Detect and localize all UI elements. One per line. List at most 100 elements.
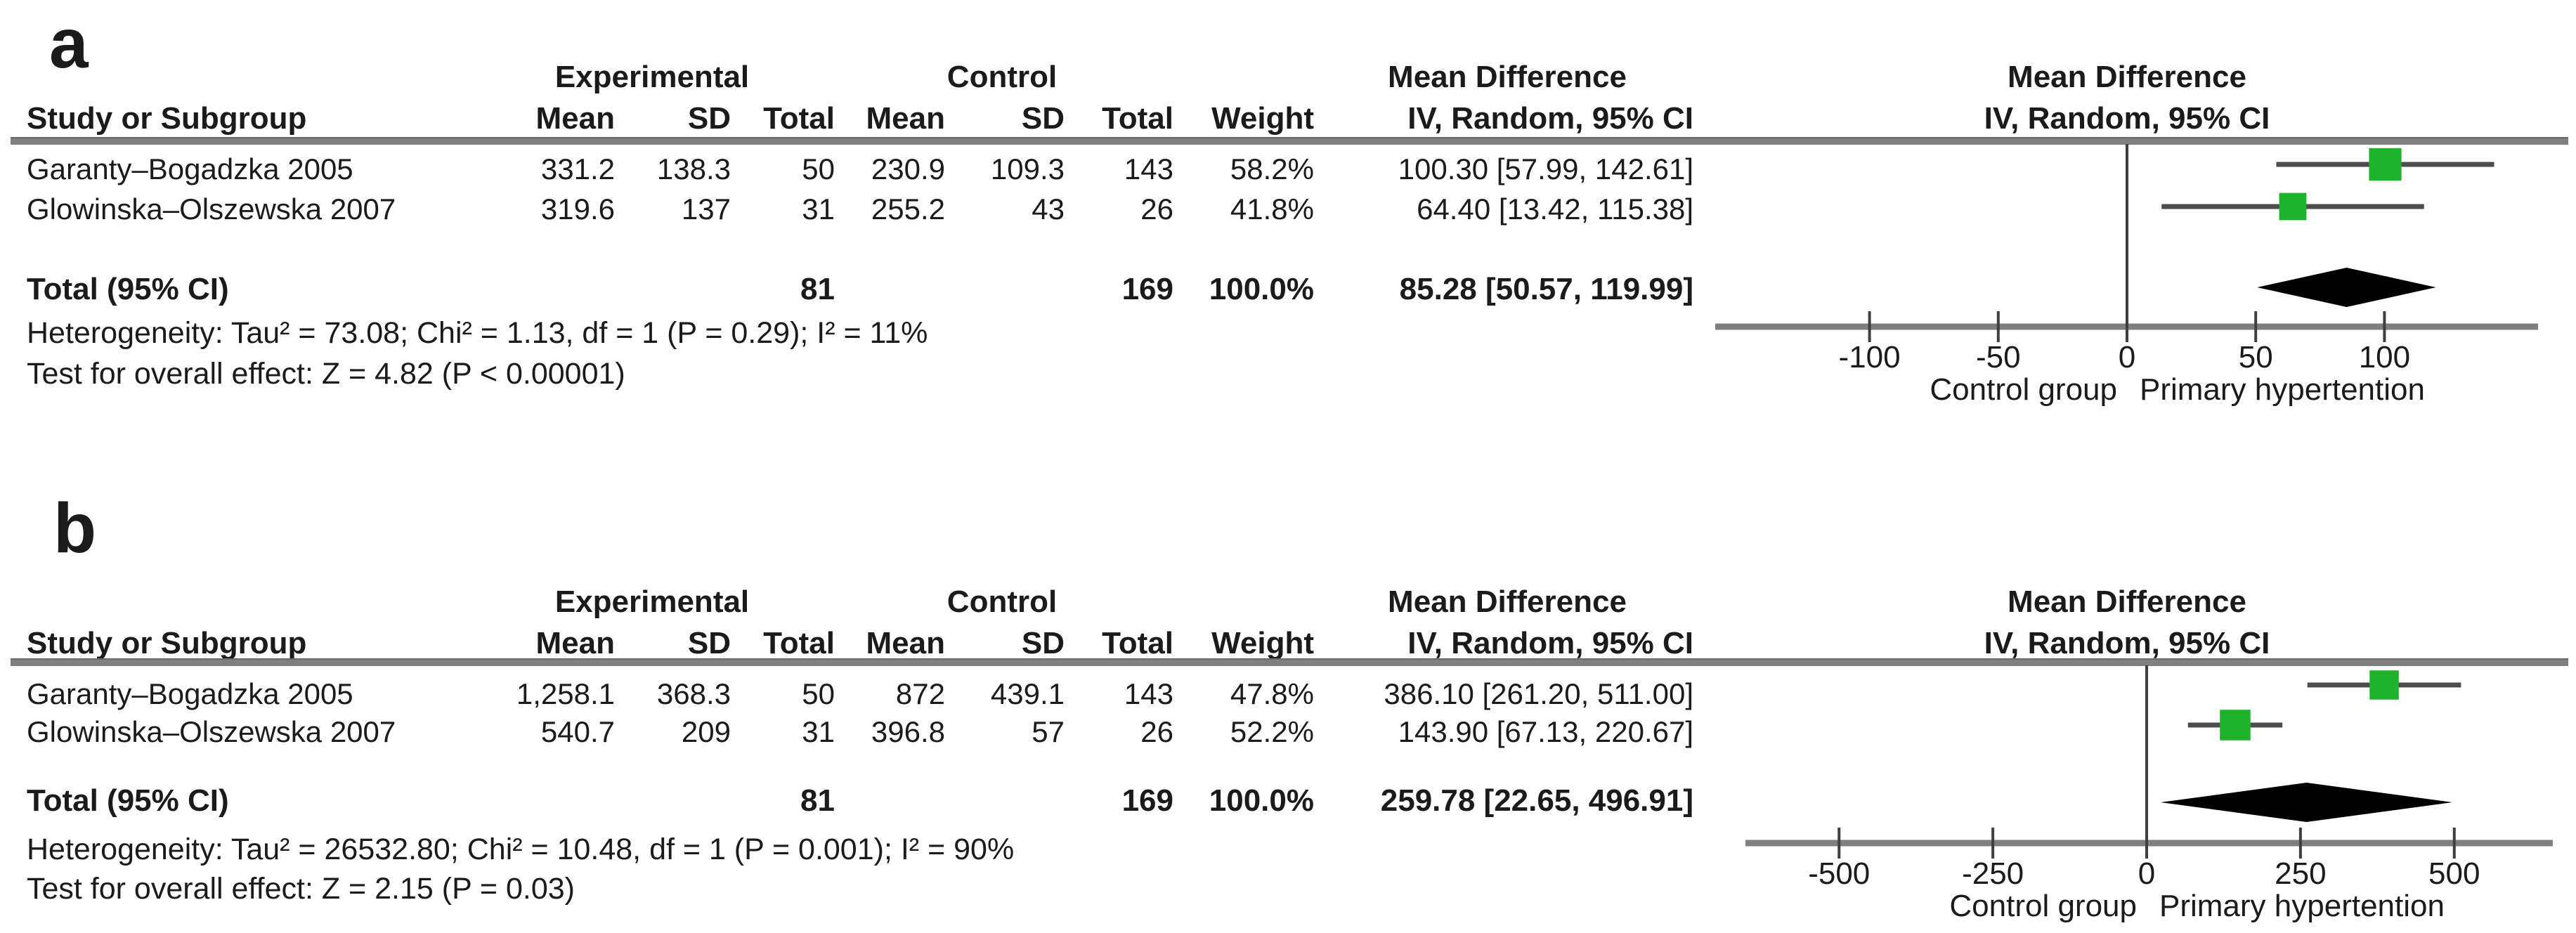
weight-column-header: Weight — [1211, 101, 1314, 136]
ctl-mean-value: 255.2 — [871, 193, 945, 226]
forest-iv-header: IV, Random, 95% CI — [1984, 101, 2270, 136]
heterogeneity-line: Heterogeneity: Tau² = 26532.80; Chi² = 1… — [27, 833, 1015, 866]
exp-sd-column-header: SD — [687, 101, 731, 136]
md-ci-value: 143.90 [67.13, 220.67] — [1398, 715, 1693, 748]
exp-sd-value: 138.3 — [656, 152, 731, 185]
total-ctl-total: 169 — [1121, 783, 1173, 818]
ctl-total-value: 143 — [1124, 677, 1173, 710]
exp-mean-column-header: Mean — [535, 101, 615, 136]
heterogeneity-line: Heterogeneity: Tau² = 73.08; Chi² = 1.13… — [27, 316, 928, 350]
exp-sd-value: 368.3 — [656, 677, 731, 710]
experimental-group-header: Experimental — [554, 585, 750, 619]
overall-effect-line: Test for overall effect: Z = 2.15 (P = 0… — [27, 872, 575, 906]
control-group-header: Control — [947, 60, 1058, 94]
overall-diamond — [2160, 783, 2453, 822]
iv-column-header: IV, Random, 95% CI — [1407, 626, 1693, 660]
exp-sd-column-header: SD — [687, 626, 731, 660]
total-weight: 100.0% — [1209, 783, 1314, 818]
weight-column-header: Weight — [1211, 626, 1314, 660]
exp-mean-value: 1,258.1 — [516, 677, 615, 710]
ctl-sd-value: 43 — [1032, 193, 1065, 226]
forest-panel-a: -100 -50 0 50 100 Control group Primary hypert… — [1715, 144, 2538, 407]
total-exp-total: 81 — [800, 272, 835, 306]
header-divider — [11, 658, 2568, 666]
study-column-header: Study or Subgroup — [27, 101, 307, 136]
study-name: Glowinska–Olszewska 2007 — [27, 193, 396, 226]
overall-diamond — [2257, 268, 2436, 307]
tick-label: 250 — [2275, 856, 2326, 891]
ctl-mean-column-header: Mean — [866, 101, 945, 136]
tick-label: 100 — [2359, 340, 2410, 374]
ctl-sd-value: 439.1 — [990, 677, 1065, 710]
ctl-sd-value: 109.3 — [990, 152, 1065, 185]
experimental-group-header: Experimental — [554, 60, 750, 94]
ctl-mean-value: 230.9 — [871, 152, 945, 185]
ctl-total-value: 26 — [1140, 715, 1173, 748]
ctl-sd-value: 57 — [1032, 715, 1065, 748]
md-ci-value: 100.30 [57.99, 142.61] — [1398, 152, 1693, 185]
total-md-ci: 85.28 [50.57, 119.99] — [1399, 272, 1693, 306]
effect-marker — [2220, 710, 2251, 740]
exp-mean-value: 331.2 — [540, 152, 615, 185]
ctl-sd-column-header: SD — [1021, 626, 1065, 660]
exp-mean-column-header: Mean — [535, 626, 615, 660]
forest-mean-difference-header: Mean Difference — [2008, 585, 2246, 619]
favours-right-label: Primary hypertention — [2140, 372, 2425, 407]
ctl-sd-column-header: SD — [1021, 101, 1065, 136]
tick-label: 0 — [2138, 856, 2155, 891]
exp-sd-value: 137 — [681, 193, 731, 226]
tick-label: 500 — [2428, 856, 2480, 891]
mean-difference-header: Mean Difference — [1388, 585, 1627, 619]
weight-value: 41.8% — [1230, 193, 1314, 226]
forest-iv-header: IV, Random, 95% CI — [1984, 626, 2270, 660]
total-ctl-total: 169 — [1121, 272, 1173, 306]
study-name: Glowinska–Olszewska 2007 — [27, 715, 396, 748]
md-ci-value: 64.40 [13.42, 115.38] — [1417, 193, 1693, 226]
tick-label: -100 — [1839, 340, 1901, 374]
total-label: Total (95% CI) — [27, 272, 229, 306]
total-exp-total: 81 — [800, 783, 835, 818]
favours-left-label: Control group — [1930, 372, 2117, 407]
exp-total-value: 50 — [802, 152, 835, 185]
exp-total-value: 50 — [802, 677, 835, 710]
header-divider — [11, 137, 2568, 145]
weight-value: 58.2% — [1230, 152, 1314, 185]
tick-label: -50 — [1976, 340, 2021, 374]
control-group-header: Control — [947, 585, 1058, 619]
md-ci-value: 386.10 [261.20, 511.00] — [1384, 677, 1693, 710]
favours-left-label: Control group — [1949, 889, 2137, 923]
effect-marker — [2369, 670, 2399, 700]
total-weight: 100.0% — [1209, 272, 1314, 306]
weight-value: 52.2% — [1230, 715, 1314, 748]
ctl-total-value: 26 — [1140, 193, 1173, 226]
panel-b-label: b — [53, 489, 97, 568]
total-md-ci: 259.78 [22.65, 496.91] — [1380, 783, 1693, 818]
exp-total-column-header: Total — [763, 101, 835, 136]
exp-mean-value: 540.7 — [540, 715, 615, 748]
forest-mean-difference-header: Mean Difference — [2008, 60, 2246, 94]
weight-value: 47.8% — [1230, 677, 1314, 710]
tick-label: -250 — [1962, 856, 2024, 891]
ctl-total-value: 143 — [1124, 152, 1173, 185]
exp-total-column-header: Total — [763, 626, 835, 660]
total-label: Total (95% CI) — [27, 783, 229, 818]
tick-label: 0 — [2119, 340, 2135, 374]
ctl-mean-value: 396.8 — [871, 715, 945, 748]
effect-marker — [2279, 193, 2307, 221]
effect-marker — [2369, 148, 2402, 181]
exp-total-value: 31 — [802, 193, 835, 226]
study-column-header: Study or Subgroup — [27, 626, 307, 660]
favours-right-label: Primary hypertention — [2159, 889, 2445, 923]
ctl-mean-value: 872 — [895, 677, 945, 710]
exp-sd-value: 209 — [681, 715, 731, 748]
tick-label: 50 — [2239, 340, 2273, 374]
ctl-mean-column-header: Mean — [866, 626, 945, 660]
exp-mean-value: 319.6 — [540, 193, 615, 226]
tick-label: -500 — [1808, 856, 1870, 891]
panel-a-label: a — [49, 4, 89, 83]
study-name: Garanty–Bogadzka 2005 — [27, 677, 353, 710]
study-name: Garanty–Bogadzka 2005 — [27, 152, 353, 185]
ctl-total-column-header: Total — [1102, 101, 1173, 136]
forest-panel-b: -500 -250 0 250 500 Control group Primary hype… — [1745, 665, 2553, 923]
